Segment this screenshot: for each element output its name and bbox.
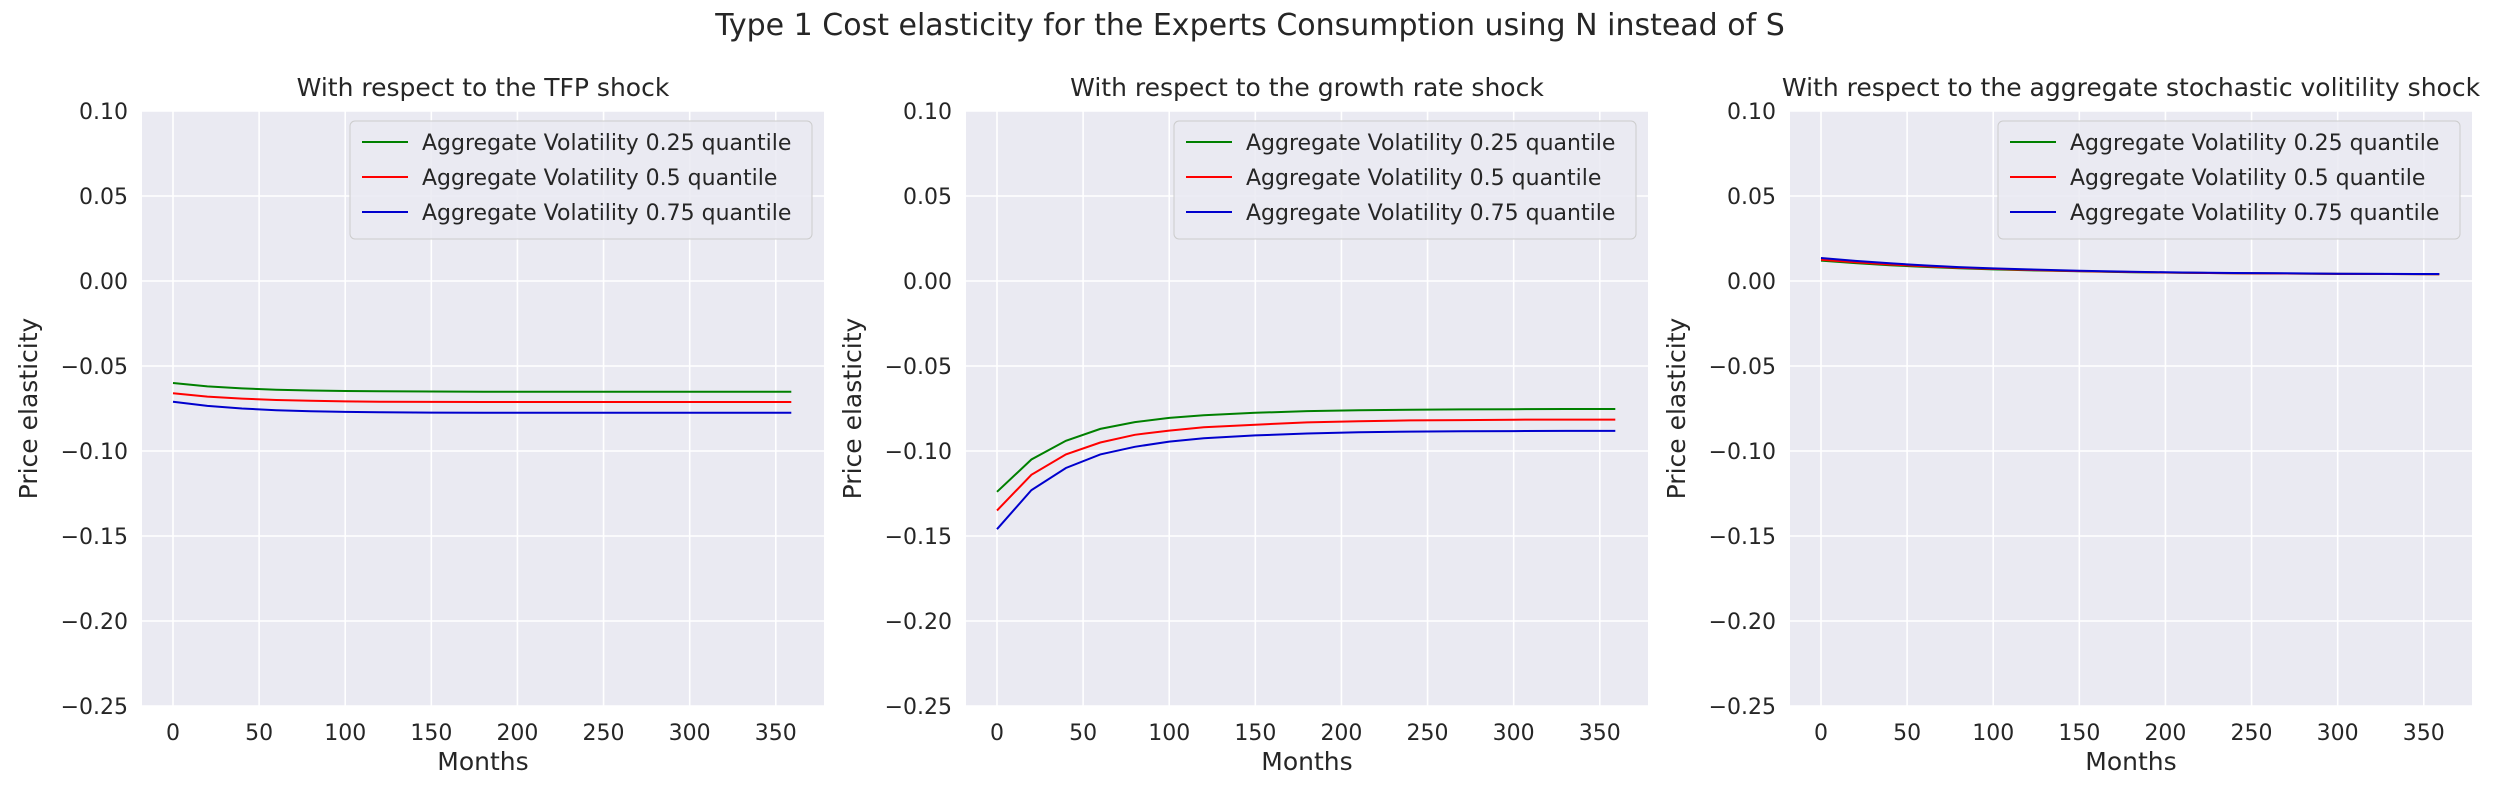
series-line-1 (172, 382, 792, 393)
y-tick-label: −0.25 (61, 695, 128, 720)
x-tick-label: 50 (245, 721, 273, 746)
legend-entry: Aggregate Volatility 0.25 quantile (2070, 131, 2439, 156)
x-tick-label: 150 (1234, 721, 1276, 746)
x-tick-label: 350 (1579, 721, 1621, 746)
x-tick-label: 50 (1893, 721, 1921, 746)
x-tick-label: 100 (1972, 721, 2014, 746)
legend-box (1997, 120, 2461, 240)
x-tick-label: 350 (2403, 721, 2445, 746)
y-tick-label: −0.10 (1709, 440, 1776, 465)
x-tick-label: 300 (669, 721, 711, 746)
y-tick-label: 0.00 (1727, 270, 1776, 295)
y-tick-label: −0.20 (61, 610, 128, 635)
legend: Aggregate Volatility 0.25 quantile Aggreg… (1997, 120, 2461, 240)
y-tick-label: 0.05 (79, 185, 128, 210)
legend-entry: Aggregate Volatility 0.5 quantile (2070, 166, 2425, 191)
y-tick-label: −0.20 (1709, 610, 1776, 635)
y-tick-label: 0.10 (79, 100, 128, 125)
y-tick-label: −0.10 (885, 440, 952, 465)
y-tick-label: −0.15 (885, 525, 952, 550)
series-line-3 (996, 429, 1616, 530)
y-tick-label: −0.15 (61, 525, 128, 550)
legend-entry: Aggregate Volatility 0.25 quantile (1246, 131, 1615, 156)
y-tick-label: −0.25 (885, 695, 952, 720)
legend-entry: Aggregate Volatility 0.25 quantile (422, 131, 791, 156)
y-tick-label: −0.05 (885, 355, 952, 380)
y-tick-label: 0.10 (1727, 100, 1776, 125)
subplot-1: 0 50 100 150 200 250 300 350 −0.25 −0.20 −0.15 −0.1… (14, 73, 824, 776)
x-tick-label: 100 (324, 721, 366, 746)
x-axis-label: Months (2085, 747, 2176, 776)
y-tick-label: −0.05 (61, 355, 128, 380)
y-tick-label: 0.00 (79, 270, 128, 295)
x-tick-label: 250 (583, 721, 625, 746)
x-tick-label: 0 (1814, 721, 1828, 746)
y-tick-label: −0.15 (1709, 525, 1776, 550)
y-axis-label: Price elasticity (1662, 317, 1691, 499)
y-axis-label: Price elasticity (838, 317, 867, 499)
x-axis-label: Months (1261, 747, 1352, 776)
legend-entry: Aggregate Volatility 0.75 quantile (1246, 201, 1615, 226)
legend: Aggregate Volatility 0.25 quantile Aggreg… (1173, 120, 1637, 240)
y-tick-label: −0.25 (1709, 695, 1776, 720)
y-axis-label: Price elasticity (14, 317, 43, 499)
x-tick-label: 200 (1320, 721, 1362, 746)
x-tick-label: 200 (496, 721, 538, 746)
x-tick-label: 150 (410, 721, 452, 746)
subplot-title: With respect to the aggregate stochastic… (1782, 73, 2481, 102)
x-tick-label: 0 (166, 721, 180, 746)
y-tick-label: 0.10 (903, 100, 952, 125)
y-tick-label: 0.00 (903, 270, 952, 295)
legend-entry: Aggregate Volatility 0.75 quantile (2070, 201, 2439, 226)
series-line-2 (172, 392, 792, 403)
x-tick-label: 250 (1407, 721, 1449, 746)
series-line-3 (172, 400, 792, 414)
legend: Aggregate Volatility 0.25 quantile Aggreg… (349, 120, 813, 240)
subplot-title: With respect to the growth rate shock (1070, 73, 1544, 102)
x-tick-label: 350 (755, 721, 797, 746)
x-tick-label: 50 (1069, 721, 1097, 746)
subplot-title: With respect to the TFP shock (297, 73, 670, 102)
x-axis-label: Months (437, 747, 528, 776)
series-line-2 (996, 418, 1616, 512)
legend-box (349, 120, 813, 240)
series-line-1 (996, 408, 1616, 493)
legend-entry: Aggregate Volatility 0.5 quantile (1246, 166, 1601, 191)
x-tick-label: 150 (2058, 721, 2100, 746)
x-tick-label: 250 (2231, 721, 2273, 746)
x-tick-label: 200 (2144, 721, 2186, 746)
subplot-2: 0 50 100 150 200 250 300 350 −0.25 −0.20 −0.15 −0.1… (838, 73, 1648, 776)
x-tick-label: 300 (1493, 721, 1535, 746)
legend-entry: Aggregate Volatility 0.75 quantile (422, 201, 791, 226)
figure-title: Type 1 Cost elasticity for the Experts C… (715, 8, 1785, 43)
x-tick-label: 0 (990, 721, 1004, 746)
x-tick-label: 100 (1148, 721, 1190, 746)
x-tick-label: 300 (2317, 721, 2359, 746)
y-tick-label: −0.05 (1709, 355, 1776, 380)
series-line-3 (1820, 257, 2440, 275)
y-tick-label: 0.05 (903, 185, 952, 210)
legend-entry: Aggregate Volatility 0.5 quantile (422, 166, 777, 191)
subplot-3: 0 50 100 150 200 250 300 350 −0.25 −0.20 −0.15 −0.1… (1662, 73, 2481, 776)
y-tick-label: −0.20 (885, 610, 952, 635)
y-tick-label: −0.10 (61, 440, 128, 465)
y-tick-label: 0.05 (1727, 185, 1776, 210)
legend-box (1173, 120, 1637, 240)
